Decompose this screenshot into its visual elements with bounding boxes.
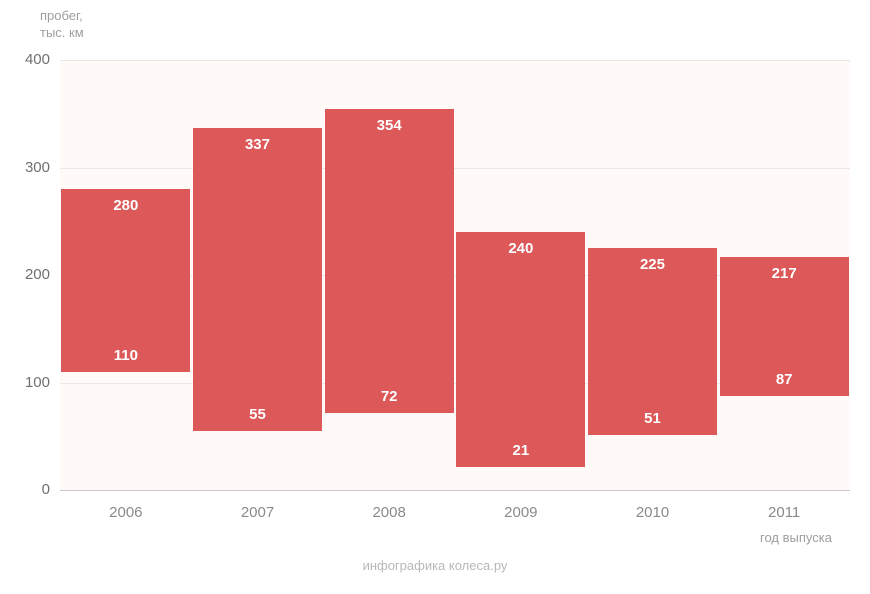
bar-high-label: 337 [193,136,322,153]
y-tick-label: 100 [16,374,50,391]
y-tick-label: 0 [16,481,50,498]
y-gridline [60,168,850,169]
footer-caption: инфографика колеса.ру [0,558,870,573]
y-axis-title: пробег,тыс. км [40,8,84,42]
bar-low-label: 55 [193,406,322,423]
x-tick-label: 2011 [768,504,800,521]
bar-high-label: 280 [61,197,190,214]
range-bar: 217 87 [720,257,849,397]
x-tick-label: 2008 [372,504,405,521]
x-tick-label: 2007 [241,504,274,521]
bar-low-label: 51 [588,410,717,427]
mileage-range-chart: пробег,тыс. км 0 100 200 300 400 280 110 2006 33… [0,0,870,594]
range-bar: 337 55 [193,128,322,431]
bar-low-label: 72 [325,388,454,405]
bar-high-label: 217 [720,265,849,282]
bar-high-label: 240 [456,240,585,257]
x-axis-title: год выпуска [760,530,832,545]
range-bar: 354 72 [325,109,454,412]
x-tick-label: 2010 [636,504,669,521]
x-tick-label: 2006 [109,504,142,521]
y-gridline [60,60,850,61]
bar-high-label: 225 [588,256,717,273]
x-axis-baseline [60,490,850,491]
y-tick-label: 400 [16,51,50,68]
y-tick-label: 300 [16,159,50,176]
range-bar: 225 51 [588,248,717,435]
bar-low-label: 110 [61,347,190,364]
range-bar: 240 21 [456,232,585,467]
plot-area: 0100200300400280110200633755200735472200… [60,60,850,490]
range-bar: 280 110 [61,189,190,372]
y-tick-label: 200 [16,266,50,283]
x-tick-label: 2009 [504,504,537,521]
bar-high-label: 354 [325,117,454,134]
bar-low-label: 87 [720,371,849,388]
bar-low-label: 21 [456,442,585,459]
